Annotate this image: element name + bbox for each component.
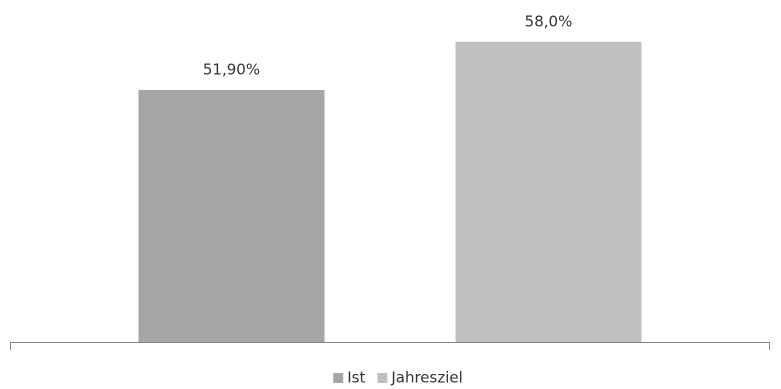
- data-label: 51,90%: [203, 60, 260, 78]
- legend-swatch: [377, 373, 388, 383]
- legend-label: Jahresziel: [390, 369, 462, 387]
- bar: [138, 89, 325, 343]
- legend-swatch: [333, 373, 344, 383]
- data-label: 58,0%: [525, 12, 573, 30]
- legend-label: Ist: [347, 369, 365, 387]
- bar: [455, 41, 642, 343]
